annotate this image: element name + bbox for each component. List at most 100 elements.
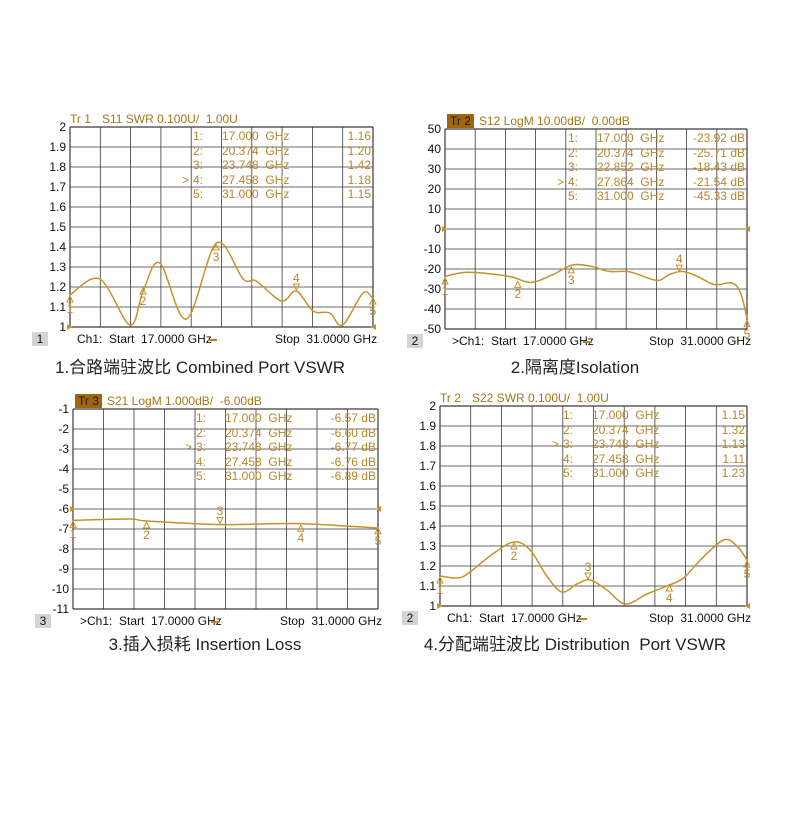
y-tick-label: 1 [429,599,436,613]
marker-id[interactable]: 3: [563,437,574,451]
y-tick-label: 2 [429,399,436,413]
marker-number-label[interactable]: 2 [510,549,518,563]
marker-number-label[interactable]: 2 [143,528,150,542]
marker-id[interactable]: 5: [568,189,579,203]
y-tick-label: 1.2 [49,280,66,294]
marker-number-label[interactable]: 5 [743,326,751,341]
chart-caption: 3.插入损耗 Insertion Loss [108,635,302,654]
marker-id[interactable]: 3: [193,158,204,172]
marker-number-label[interactable]: 5 [743,567,751,581]
marker-frequency: 22.852 GHz [597,160,665,174]
marker-id[interactable]: 1: [568,131,579,145]
marker-number-label[interactable]: 1 [69,527,77,542]
marker-value: 1.18 [347,172,371,187]
y-tick-label: 1.9 [419,419,436,433]
marker-id[interactable]: 2: [196,425,207,440]
y-tick-label: 1 [59,320,66,334]
marker-triangle [292,283,301,292]
y-tick-label: -10 [51,582,69,596]
marker-id[interactable]: 1: [196,411,207,425]
marker-id[interactable]: 5: [193,187,204,201]
y-tick-label: -5 [58,482,69,496]
reference-level-left-arrow [67,324,72,330]
marker-id[interactable]: 1: [193,129,204,143]
start-frequency[interactable]: Ch1: Start 17.0000 GHz [77,332,212,346]
marker-number-label[interactable]: 2 [139,294,147,308]
y-tick-label: 1.3 [419,539,436,553]
marker-number-label[interactable]: 1 [436,583,444,597]
stop-frequency[interactable]: Stop 31.0000 GHz [275,332,378,346]
marker-frequency: 20.374 GHz [597,145,665,160]
marker-number-label[interactable]: 3 [212,250,220,264]
marker-triangle [743,319,751,328]
channel-badge[interactable]: 3 [35,614,51,628]
stop-frequency[interactable]: Stop 31.0000 GHz [649,611,752,625]
marker-number-label[interactable]: 4 [292,271,300,285]
trace-label[interactable]: Tr 1 [70,112,91,126]
marker-id[interactable]: 5: [196,469,207,483]
marker-id[interactable]: 3: [196,440,207,454]
marker-frequency: 17.000 GHz [597,131,665,145]
y-tick-label: 1.4 [419,519,436,533]
marker-id[interactable]: 1: [563,408,574,422]
y-tick-label: 30 [427,162,441,176]
trace-label[interactable]: Tr 2 [447,114,474,128]
marker-id[interactable]: 4: [568,174,579,189]
marker-id[interactable]: 4: [196,454,207,469]
marker-number-label[interactable]: 4 [665,591,673,605]
trace-label[interactable]: Tr 3 [75,394,102,408]
start-frequency[interactable]: Ch1: Start 17.0000 GHz [447,611,582,625]
start-frequency[interactable]: >Ch1: Start 17.0000 GHz [452,334,594,348]
trace-label[interactable]: Tr 2 [440,391,461,405]
marker-triangle [374,526,382,535]
marker-number-label[interactable]: 4 [297,531,305,546]
marker-id[interactable]: 2: [563,422,574,437]
start-dash [583,341,592,343]
start-frequency[interactable]: >Ch1: Start 17.0000 GHz [80,614,222,628]
marker-number-label[interactable]: 3 [567,272,575,287]
y-tick-label: 1.8 [49,160,66,174]
y-tick-label: -4 [58,462,69,476]
y-tick-label: -20 [423,262,441,276]
marker-id[interactable]: 2: [568,145,579,160]
marker-id[interactable]: 4: [193,172,204,187]
y-tick-label: -10 [423,242,441,256]
marker-frequency: 27.864 GHz [597,174,665,189]
marker-number-label[interactable]: 1 [66,302,74,316]
stop-frequency[interactable]: Stop 31.0000 GHz [280,614,383,628]
marker-number-label[interactable]: 5 [374,533,382,548]
marker-number-label[interactable]: 4 [676,252,683,267]
marker-id[interactable]: 3: [568,160,579,174]
marker-number-label[interactable]: 2 [514,287,522,302]
marker-id[interactable]: 2: [193,143,204,158]
channel-badge[interactable]: 2 [407,334,423,348]
y-tick-label: 20 [427,182,441,196]
y-tick-label: 10 [427,202,441,216]
marker-id[interactable]: 5: [563,466,574,480]
reference-level-left-arrow [437,603,442,609]
marker-value: 1.15 [347,187,371,201]
marker-frequency: 31.000 GHz [597,189,665,203]
marker-frequency: 23.748 GHz [225,440,293,454]
marker-number-label[interactable]: 5 [369,304,377,318]
channel-badge[interactable]: 2 [402,611,418,625]
marker-triangle [441,276,449,285]
reference-level-right-arrow [745,226,750,232]
y-tick-label: -9 [58,562,69,576]
channel-badge[interactable]: 1 [32,332,48,346]
marker-frequency: 17.000 GHz [225,411,293,425]
y-tick-label: -6 [58,502,69,516]
marker-number-label[interactable]: 3 [216,504,224,519]
marker-id[interactable]: 4: [563,451,574,466]
y-tick-label: 1.3 [49,260,66,274]
stop-frequency[interactable]: Stop 31.0000 GHz [649,334,752,348]
y-tick-label: 1.1 [49,300,66,314]
trace-title: S22 SWR 0.100U/ 1.00U [472,391,609,405]
marker-frequency: 20.374 GHz [222,143,290,158]
marker-triangle [142,520,151,529]
y-tick-label: 1.1 [419,579,436,593]
y-tick-label: 1.6 [419,479,436,493]
marker-number-label[interactable]: 1 [441,283,449,298]
marker-number-label[interactable]: 3 [584,560,592,574]
reference-level-right-arrow [371,324,376,330]
